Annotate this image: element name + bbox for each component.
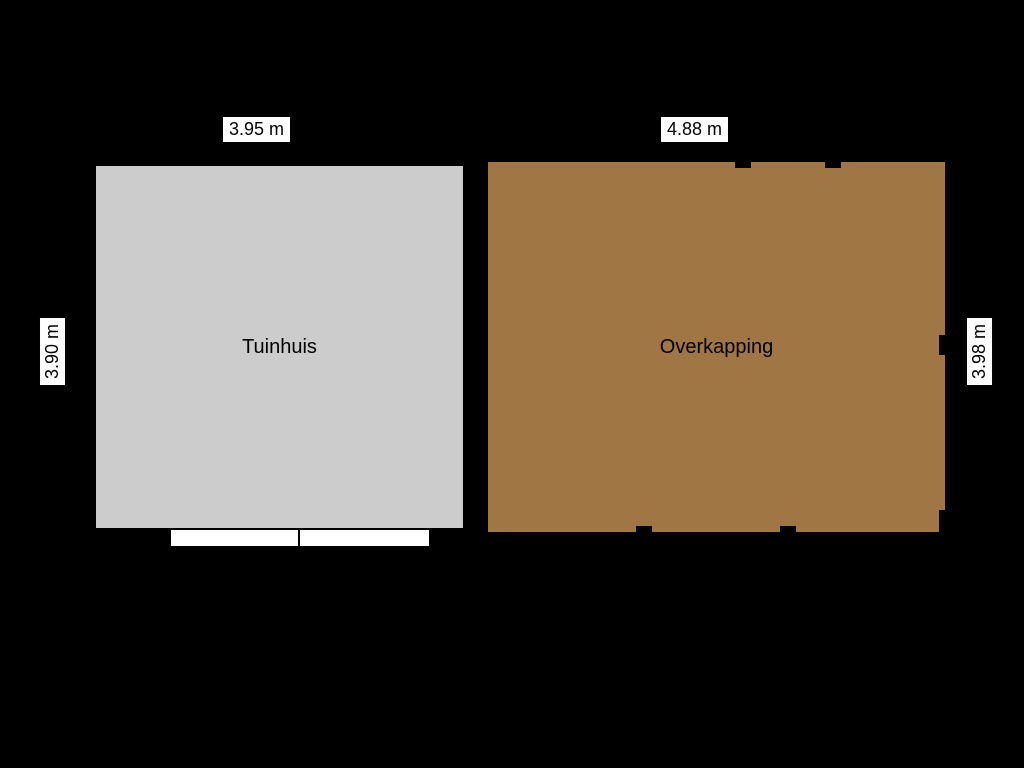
room-overkapping: Overkapping (480, 154, 953, 540)
room-tuinhuis: Tuinhuis (88, 158, 471, 536)
dim-right: 3.98 m (966, 317, 993, 386)
dim-top-right: 4.88 m (660, 116, 729, 143)
post (939, 335, 953, 355)
post (825, 154, 841, 168)
room-tuinhuis-label: Tuinhuis (242, 336, 317, 359)
dim-left: 3.90 m (39, 317, 66, 386)
post (735, 154, 751, 168)
dim-top-left: 3.95 m (222, 116, 291, 143)
post (636, 526, 652, 540)
room-overkapping-label: Overkapping (660, 336, 773, 359)
floorplan-canvas: Tuinhuis Overkapping 3.95 m 4.88 m 3.90 … (0, 0, 1024, 768)
post (780, 526, 796, 540)
window-frame (170, 529, 430, 547)
window-mullion (298, 529, 300, 547)
post (939, 510, 953, 540)
